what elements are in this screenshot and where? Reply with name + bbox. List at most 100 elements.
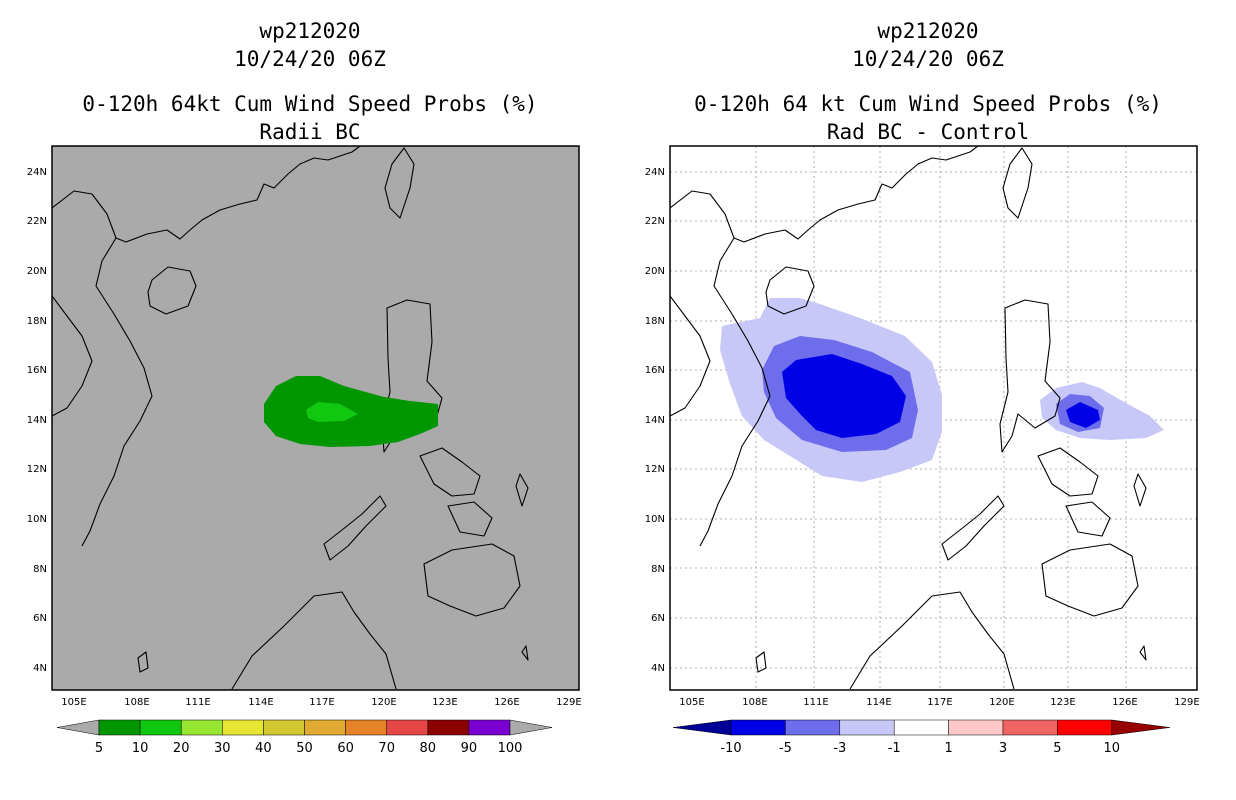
right-lon-axis: 105E 108E 111E 114E 117E 120E 123E 126E … [679, 697, 1199, 708]
colorbar-swatch [948, 719, 1004, 736]
colorbar-label: 10 [132, 741, 149, 756]
left-plot-title: 0-120h 64kt Cum Wind Speed Probs (%) [82, 92, 538, 116]
colorbar-label: -10 [720, 741, 741, 756]
colorbar-swatch [180, 719, 223, 736]
lon-label: 126E [494, 697, 519, 708]
colorbar-swatch [98, 719, 141, 736]
colorbar-left-arrow [672, 719, 732, 736]
colorbar-label: 80 [420, 741, 437, 756]
colorbar-swatch [139, 719, 182, 736]
lon-label: 129E [1174, 697, 1199, 708]
lon-label: 111E [803, 697, 828, 708]
lat-label: 20N [645, 266, 665, 277]
right-diff-contour-minus5 [782, 354, 906, 438]
lat-label: 8N [651, 564, 665, 575]
lat-label: 8N [33, 564, 47, 575]
colorbar-label: 30 [214, 741, 231, 756]
lat-label: 10N [645, 514, 665, 525]
colorbar-label: 70 [378, 741, 395, 756]
lat-label: 22N [645, 216, 665, 227]
lon-label: 126E [1112, 697, 1137, 708]
lat-label: 10N [27, 514, 47, 525]
lat-label: 22N [27, 216, 47, 227]
colorbar-swatch [263, 719, 305, 736]
lat-label: 18N [645, 316, 665, 327]
lat-label: 24N [27, 167, 47, 178]
lat-label: 24N [645, 167, 665, 178]
colorbar-left-arrow [56, 719, 100, 736]
lon-label: 120E [989, 697, 1014, 708]
colorbar-right-arrow [509, 719, 553, 736]
lon-label: 117E [309, 697, 334, 708]
lon-label: 114E [866, 697, 891, 708]
lon-label: 120E [371, 697, 396, 708]
right-datetime: 10/24/20 06Z [852, 47, 1004, 71]
colorbar-label: 20 [173, 741, 190, 756]
right-diff-contour-luzon-inner [1066, 402, 1100, 428]
right-plot-title: 0-120h 64 kt Cum Wind Speed Probs (%) [694, 92, 1162, 116]
lat-label: 20N [27, 266, 47, 277]
lon-label: 108E [742, 697, 767, 708]
lat-label: 6N [33, 613, 47, 624]
lon-label: 114E [248, 697, 273, 708]
colorbar-swatch [222, 719, 264, 736]
lon-label: 105E [61, 697, 86, 708]
right-colorbar: -10 -5 -3 -1 1 3 5 10 [672, 719, 1170, 756]
colorbar-label: -5 [779, 741, 792, 756]
colorbar-label: 100 [498, 741, 523, 756]
lat-label: 4N [33, 663, 47, 674]
lat-label: 12N [645, 464, 665, 475]
colorbar-swatch [427, 719, 470, 736]
lat-label: 4N [651, 663, 665, 674]
colorbar-swatch [304, 719, 346, 736]
colorbar-label: 3 [999, 741, 1007, 756]
lon-label: 123E [1050, 697, 1075, 708]
left-plot-subtitle: Radii BC [259, 120, 361, 144]
colorbar-right-arrow [1111, 719, 1170, 736]
right-plot-subtitle: Rad BC - Control [826, 120, 1030, 144]
colorbar-label: 90 [461, 741, 478, 756]
colorbar-label: 10 [1104, 741, 1121, 756]
lon-label: 108E [124, 697, 149, 708]
colorbar-label: 5 [1053, 741, 1061, 756]
colorbar-label: -3 [833, 741, 846, 756]
colorbar-label: 5 [95, 741, 103, 756]
lat-label: 16N [645, 365, 665, 376]
lat-label: 16N [27, 365, 47, 376]
lon-label: 117E [927, 697, 952, 708]
left-lon-axis: 105E 108E 111E 114E 117E 120E 123E 126E … [61, 697, 581, 708]
colorbar-label: 1 [944, 741, 952, 756]
colorbar-swatch [345, 719, 387, 736]
right-lat-axis: 4N 6N 8N 10N 12N 14N 16N 18N 20N 22N 24N [645, 167, 665, 674]
left-lat-axis: 4N 6N 8N 10N 12N 14N 16N 18N 20N 22N 24N [27, 167, 47, 674]
colorbar-swatch [839, 719, 895, 736]
left-datetime: 10/24/20 06Z [234, 47, 386, 71]
lat-label: 6N [651, 613, 665, 624]
left-prob-contour-10 [306, 402, 358, 422]
lat-label: 14N [27, 415, 47, 426]
colorbar-swatch [468, 719, 511, 736]
colorbar-label: 40 [255, 741, 272, 756]
colorbar-label: -1 [888, 741, 901, 756]
colorbar-swatch [1002, 719, 1058, 736]
right-storm-id: wp212020 [877, 19, 979, 43]
left-map [51, 145, 580, 691]
left-colorbar: 5 10 20 30 40 50 60 70 80 90 100 [56, 719, 553, 756]
colorbar-swatch [893, 719, 949, 736]
lon-label: 111E [185, 697, 210, 708]
colorbar-label: 50 [296, 741, 313, 756]
colorbar-label: 60 [337, 741, 354, 756]
lon-label: 129E [556, 697, 581, 708]
lat-label: 14N [645, 415, 665, 426]
lon-label: 123E [432, 697, 457, 708]
colorbar-swatch [386, 719, 429, 736]
colorbar-swatch [785, 719, 841, 736]
colorbar-swatch [730, 719, 786, 736]
colorbar-swatch [1057, 719, 1113, 736]
left-storm-id: wp212020 [259, 19, 361, 43]
lon-label: 105E [679, 697, 704, 708]
right-map [669, 145, 1198, 691]
lat-label: 12N [27, 464, 47, 475]
lat-label: 18N [27, 316, 47, 327]
